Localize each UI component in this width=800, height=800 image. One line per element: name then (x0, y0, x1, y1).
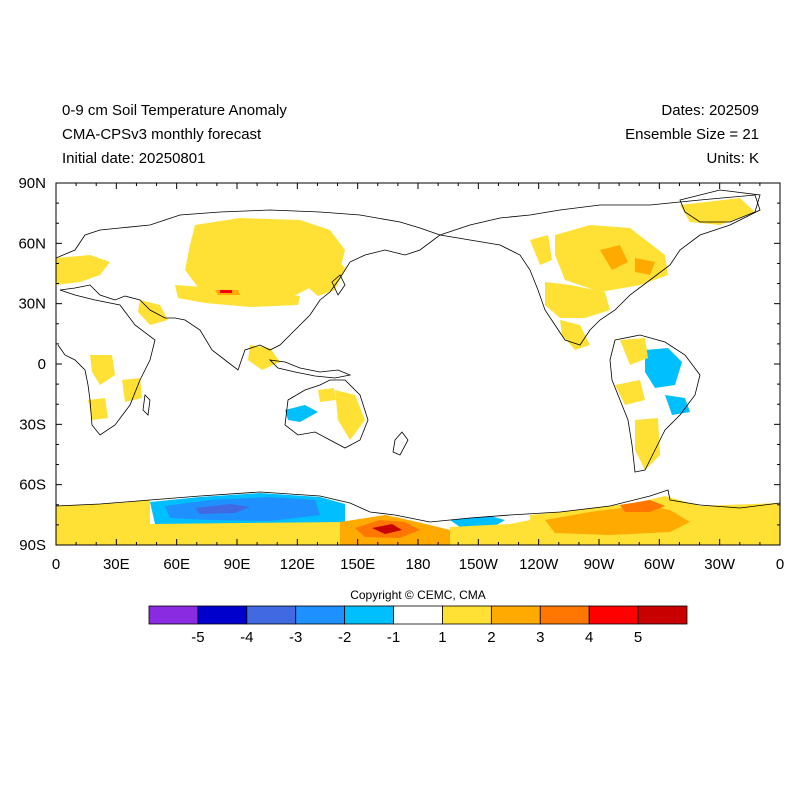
central-asia-warm (175, 285, 300, 307)
east-asia-warm (305, 256, 345, 296)
coastline-south-america (609, 334, 701, 473)
colorbar-label: -5 (191, 629, 204, 646)
africa-warm-2 (122, 378, 142, 402)
colorbar-swatch (295, 605, 346, 625)
coastline-new-zealand (392, 431, 409, 456)
coastline-antarctica (56, 489, 780, 523)
colorbar-swatch (539, 605, 590, 625)
map-title: 0-9 cm Soil Temperature Anomaly (62, 102, 287, 119)
australia-warm-north (318, 388, 336, 402)
west-antarctica-warm-2 (545, 505, 690, 535)
colorbar-swatch (393, 605, 443, 625)
colorbar-label: -4 (240, 629, 253, 646)
antarctica-warm-east (150, 522, 345, 545)
lat-label: 0 (38, 356, 46, 373)
west-antarctica-warm-3 (620, 500, 665, 512)
coastline-north-america (439, 194, 761, 346)
initial-date: Initial date: 20250801 (62, 150, 206, 167)
colorbar-swatch (246, 605, 297, 625)
north-south-america-warm (620, 338, 648, 365)
lat-label: 60N (18, 235, 46, 252)
coastline-africa (57, 289, 156, 436)
lat-label: 90S (19, 537, 46, 554)
patagonia-warm (635, 418, 660, 470)
canada-warm-strong-2 (635, 258, 655, 275)
lat-label: 30S (19, 416, 46, 433)
lat-label: 60S (19, 477, 46, 494)
coastline-greenland (679, 189, 761, 223)
south-america-warm-inland (615, 380, 645, 405)
lon-label: 0 (52, 556, 60, 573)
colorbar-label: -3 (289, 629, 302, 646)
coastline-australia (284, 379, 369, 449)
lon-label: 90W (584, 556, 616, 573)
colorbar-label: 4 (585, 629, 593, 646)
antarctica-cold-region-3 (195, 504, 250, 514)
colorbar-label: -2 (338, 629, 351, 646)
lon-label: 60E (163, 556, 190, 573)
lon-label: 90E (224, 556, 251, 573)
colorbar-swatch (490, 605, 541, 625)
pacific-sector-warm-1 (450, 520, 530, 545)
west-coast-warm (530, 235, 552, 265)
model-name: CMA-CPSv3 monthly forecast (62, 126, 262, 143)
mexico-warm (560, 320, 590, 350)
canada-warm-strong-1 (600, 245, 628, 270)
colorbar-swatch (148, 605, 199, 625)
alaska-warm (680, 198, 755, 225)
lon-label: 120E (280, 556, 315, 573)
lat-label: 90N (18, 175, 46, 192)
axis-ticks: 90N 60N 30N 0 30S 60S 90S 0 30E 60E 90E 120E 150E 180… (18, 175, 784, 573)
colorbar-swatch (344, 605, 394, 625)
colorbar-label: 1 (438, 629, 446, 646)
europe-warm (56, 255, 110, 285)
colorbar-swatch (197, 605, 248, 625)
amazon-cold (645, 348, 682, 388)
arabia-warm (138, 300, 168, 325)
brazil-cold (665, 395, 690, 415)
australia-cold (285, 405, 318, 422)
ross-sea-warm-4 (372, 524, 402, 534)
colorbar-swatch (442, 605, 492, 625)
lon-label: 150E (340, 556, 375, 573)
lon-label: 150W (459, 556, 499, 573)
units-label: Units: K (706, 150, 759, 167)
india-se-asia-warm (248, 345, 280, 370)
forecast-dates: Dates: 202509 (661, 102, 759, 119)
africa-warm-1 (90, 355, 115, 385)
colorbar-label: 2 (487, 629, 495, 646)
ensemble-size: Ensemble Size = 21 (625, 126, 759, 143)
colorbar-label: 3 (536, 629, 544, 646)
central-asia-warm-max (220, 290, 232, 293)
australia-warm-east (335, 390, 365, 440)
siberia-warm (185, 218, 345, 302)
colorbar: -5 -4 -3 -2 -1 1 2 3 4 5 (148, 605, 688, 646)
lon-label: 120W (519, 556, 559, 573)
us-warm (545, 282, 610, 318)
anomaly-shading (56, 198, 780, 545)
coastline-indonesia (268, 359, 352, 379)
colorbar-swatch (637, 605, 688, 625)
coastline-japan (331, 274, 346, 296)
antarctica-warm-band (56, 500, 150, 545)
lon-label: 0 (776, 556, 784, 573)
lon-label: 180 (405, 556, 430, 573)
southern-africa-warm (88, 398, 108, 420)
colorbar-label: -1 (387, 629, 400, 646)
colorbar-label: 5 (634, 629, 642, 646)
lon-label: 60W (644, 556, 676, 573)
copyright-notice: Copyright © CEMC, CMA (350, 588, 486, 602)
lat-label: 30N (18, 296, 46, 313)
lon-label: 30E (103, 556, 130, 573)
colorbar-swatch (588, 605, 639, 625)
coastlines (56, 189, 780, 523)
lon-label: 30W (704, 556, 736, 573)
coastline-eurasia (56, 209, 441, 371)
coastline-madagascar (142, 394, 151, 416)
